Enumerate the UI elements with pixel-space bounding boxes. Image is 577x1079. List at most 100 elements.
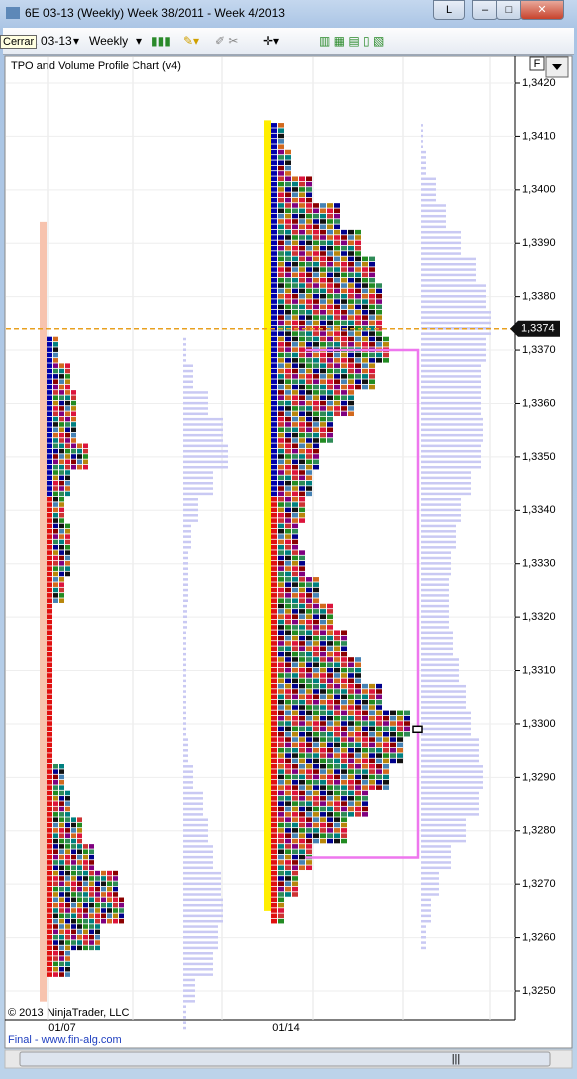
tpo-square (334, 742, 340, 748)
tpo-square (65, 940, 70, 945)
tpo-square (53, 507, 58, 513)
tpo-square (77, 844, 82, 849)
tpo-square (77, 929, 82, 935)
tpo-square (83, 897, 88, 903)
tpo-square (53, 406, 58, 411)
scroll-thumb[interactable] (19, 1051, 551, 1067)
tpo-square (285, 336, 291, 342)
volume-row (421, 551, 451, 554)
dropdown-arrow[interactable]: ▾ (73, 34, 80, 48)
tpo-square (292, 304, 298, 310)
tpo-square (271, 593, 277, 598)
tpo-square (59, 854, 64, 860)
tpo-square (278, 379, 284, 384)
tpo-square (299, 758, 305, 764)
tpo-block (271, 817, 347, 844)
tpo-square (306, 844, 312, 849)
tpo-square (53, 950, 58, 956)
draw-tool-button[interactable]: ✎▾ (183, 34, 200, 48)
tpo-square (341, 261, 347, 267)
tpo-square (271, 780, 277, 785)
tpo-square (313, 822, 319, 828)
volume-row (421, 914, 431, 918)
tpo-square (327, 710, 333, 716)
tpo-square (285, 812, 291, 817)
tpo-square (292, 662, 298, 668)
tpo-square (285, 539, 291, 545)
tpo-square (306, 486, 312, 491)
tpo-square (53, 347, 58, 352)
tpo-square (278, 619, 284, 625)
bar-type-button[interactable]: ▮▮▮ (151, 34, 171, 48)
tpo-square (292, 229, 298, 235)
tpo-square (320, 331, 326, 336)
tpo-square (65, 464, 70, 470)
tpo-square (334, 769, 340, 774)
close-button[interactable]: ✕ (520, 0, 564, 20)
tpo-square (271, 678, 277, 684)
crosshair-button[interactable]: ✛▾ (263, 34, 280, 48)
tpo-square (313, 374, 319, 379)
tpo-square (59, 374, 64, 379)
tpo-square (47, 534, 52, 539)
volume-bar (183, 978, 195, 1003)
tpo-square (271, 272, 277, 278)
period-selector[interactable]: Weekly (89, 34, 129, 48)
link-button[interactable]: L (433, 0, 465, 20)
tpo-square (47, 406, 52, 411)
maximize-button[interactable]: □ (496, 0, 522, 20)
volume-row (183, 375, 193, 378)
volume-row (421, 401, 481, 405)
tpo-square (53, 961, 58, 967)
tpo-square (59, 876, 64, 881)
y-tick-label: 1,3420 (522, 77, 556, 89)
volume-row (183, 567, 188, 570)
tpo-square (341, 384, 347, 390)
chart-button[interactable]: ▥ ▦ ▤ ▯ ▧ (319, 34, 385, 48)
tpo-square (53, 395, 58, 400)
tpo-square (271, 625, 277, 630)
tpo-square (278, 892, 284, 897)
tool-button[interactable]: ✐ ✂ (215, 34, 239, 48)
tpo-square (355, 683, 361, 689)
tpo-square (47, 892, 52, 897)
tpo-square (334, 288, 340, 294)
tpo-square (383, 753, 389, 758)
tpo-square (53, 902, 58, 908)
f-button[interactable] (529, 56, 545, 71)
tpo-square (285, 261, 291, 267)
volume-row (183, 813, 203, 816)
tpo-square (334, 411, 340, 417)
tpo-square (327, 363, 333, 368)
tpo-square (341, 646, 347, 652)
footer-link[interactable]: Final - www.fin-alg.com (8, 1034, 122, 1046)
tpo-square (334, 245, 340, 251)
tpo-square (47, 512, 52, 518)
tpo-square (285, 192, 291, 198)
tpo-square (59, 849, 64, 854)
tpo-square (47, 528, 52, 534)
tpo-square (47, 545, 52, 550)
tpo-square (327, 352, 333, 358)
volume-row (183, 727, 186, 731)
tpo-square (278, 261, 284, 267)
tpo-square (285, 715, 291, 721)
tpo-square (369, 721, 375, 726)
tpo-square (299, 416, 305, 422)
tpo-square (376, 299, 382, 304)
tpo-square (355, 256, 361, 262)
tpo-block (271, 176, 312, 203)
dropdown-arrow[interactable]: ▾ (136, 34, 143, 48)
tpo-square (327, 833, 333, 838)
tpo-square (47, 806, 52, 812)
tpo-square (285, 758, 291, 764)
tpo-square (292, 480, 298, 486)
tpo-square (107, 913, 112, 919)
volume-bar (421, 177, 436, 202)
tpo-square (271, 609, 277, 614)
tpo-square (320, 747, 326, 753)
tpo-square (334, 715, 340, 721)
tpo-square (113, 918, 118, 924)
tpo-square (348, 694, 354, 700)
tpo-square (292, 593, 298, 598)
